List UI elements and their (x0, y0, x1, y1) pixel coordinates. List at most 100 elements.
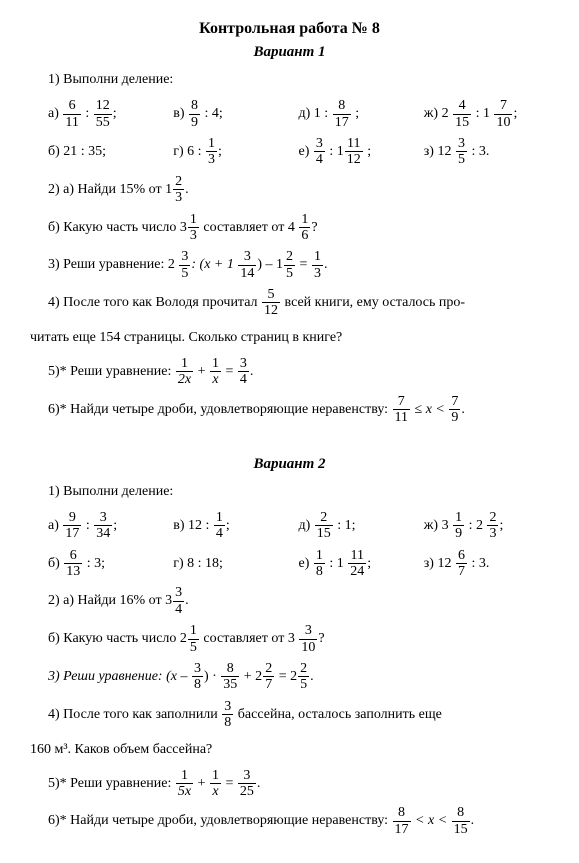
text: : (x + 1 (191, 257, 237, 272)
v2-p1v: в) 12 : 14; (173, 510, 298, 542)
label: 6)* Найди четыре дроби, удовлетворяющие … (48, 402, 392, 417)
text: : 1 (472, 106, 493, 121)
v2-p1-intro: 1) Выполни деление: (30, 479, 549, 504)
fraction: 815 (452, 805, 470, 837)
fraction: 613 (64, 548, 82, 580)
label: е) (299, 556, 313, 571)
fraction: 1255 (94, 98, 112, 130)
fraction: 512 (262, 287, 280, 319)
v1-p1e: е) 34 : 11112 ; (299, 136, 424, 168)
text: составляет от 3 (200, 631, 298, 646)
label: ж) 3 (424, 518, 452, 533)
text: : (82, 106, 93, 121)
fraction: 16 (299, 212, 310, 244)
label: а) (48, 106, 62, 121)
label: д) 1 : (299, 106, 332, 121)
fraction: 35 (179, 249, 190, 281)
fraction: 711 (393, 394, 410, 426)
text: ; (499, 518, 503, 533)
fraction: 415 (453, 98, 471, 130)
fraction: 817 (333, 98, 351, 130)
text: : 2 (465, 518, 486, 533)
v1-p3: 3) Реши уравнение: 2 35: (x + 1 314) – 1… (30, 249, 549, 281)
fraction: 13 (312, 249, 323, 281)
v2-p4-line1: 4) После того как заполнили 38 бассейна,… (30, 699, 549, 731)
v2-p1-row1: а) 917 : 334; в) 12 : 14; д) 215 : 1; ж)… (30, 510, 549, 542)
text: . (461, 402, 465, 417)
v1-p2b: б) Какую часть число 313 составляет от 4… (30, 212, 549, 244)
label: 3) Реши уравнение: (x – (48, 669, 191, 684)
text: . (257, 776, 261, 791)
v2-p4-line2: 160 м³. Каков объем бассейна? (30, 737, 549, 762)
v2-p2b: б) Какую часть число 215 составляет от 3… (30, 623, 549, 655)
v1-p1-row1: а) 611 : 1255; в) 89 : 4; д) 1 : 817 ; ж… (30, 98, 549, 130)
text: : 1 (326, 144, 344, 159)
fraction: 34 (238, 356, 249, 388)
v1-p1d: д) 1 : 817 ; (299, 98, 424, 130)
label: в) (173, 106, 188, 121)
label: б) Какую часть число 3 (48, 220, 187, 235)
label: в) 12 : (173, 518, 213, 533)
label: г) 6 : (173, 144, 205, 159)
text: ) · (204, 669, 220, 684)
fraction: 215 (315, 510, 333, 542)
fraction: 611 (63, 98, 80, 130)
text: . (471, 814, 475, 829)
text: ; (364, 144, 371, 159)
v1-p4-line2: читать еще 154 страницы. Сколько страниц… (30, 325, 549, 350)
fraction: 310 (299, 623, 317, 655)
label: 2) а) Найди 15% от 1 (48, 182, 172, 197)
label: 5)* Реши уравнение: (48, 776, 175, 791)
text: = (222, 364, 237, 379)
v1-p5: 5)* Реши уравнение: 12x + 1x = 34. (30, 356, 549, 388)
fraction: 835 (221, 661, 239, 693)
fraction: 19 (453, 510, 464, 542)
fraction: 25 (298, 661, 309, 693)
v1-p1a: а) 611 : 1255; (48, 98, 173, 130)
fraction: 325 (238, 768, 256, 800)
v2-p1z: з) 12 67 : 3. (424, 548, 549, 580)
fraction: 314 (238, 249, 256, 281)
v2-p1e: е) 18 : 1 1124; (299, 548, 424, 580)
fraction: 1x (210, 768, 221, 800)
fraction: 13 (188, 212, 199, 244)
fraction: 917 (63, 510, 81, 542)
text: ; (367, 556, 371, 571)
fraction: 89 (189, 98, 200, 130)
label: е) (299, 144, 313, 159)
fraction: 23 (487, 510, 498, 542)
fraction: 817 (393, 805, 411, 837)
v1-p1z: з) 12 35 : 3. (424, 136, 549, 168)
text: ; (218, 144, 222, 159)
fraction: 15 (188, 623, 199, 655)
fraction: 35 (456, 136, 467, 168)
text: . (310, 669, 314, 684)
v2-p1-row2: б) 613 : 3; г) 8 : 18; е) 18 : 1 1124; з… (30, 548, 549, 580)
text: . (250, 364, 254, 379)
text: ; (226, 518, 230, 533)
label: з) 12 (424, 144, 455, 159)
label: б) Какую часть число 2 (48, 631, 187, 646)
text: ≤ x < (411, 402, 448, 417)
fraction: 79 (449, 394, 460, 426)
v2-p6: 6)* Найди четыре дроби, удовлетворяющие … (30, 805, 549, 837)
label: 5)* Реши уравнение: (48, 364, 175, 379)
text: + 2 (240, 669, 262, 684)
v2-p1d: д) 215 : 1; (299, 510, 424, 542)
text: : 3; (83, 556, 105, 571)
v2-p1a: а) 917 : 334; (48, 510, 173, 542)
text: ; (352, 106, 359, 121)
text: + (194, 364, 209, 379)
label: з) 12 (424, 556, 455, 571)
v2-p3: 3) Реши уравнение: (x – 38) · 835 + 227 … (30, 661, 549, 693)
label: 4) После того как Володя прочитал (48, 295, 261, 310)
fraction: 38 (222, 699, 233, 731)
v2-p1g: г) 8 : 18; (173, 551, 298, 576)
fraction: 12x (176, 356, 193, 388)
v2-p2a: 2) а) Найди 16% от 334. (30, 585, 549, 617)
fraction: 14 (214, 510, 225, 542)
label: 4) После того как заполнили (48, 707, 221, 722)
text: = (296, 257, 311, 272)
fraction: 1x (210, 356, 221, 388)
label: 2) а) Найди 16% от 3 (48, 593, 172, 608)
